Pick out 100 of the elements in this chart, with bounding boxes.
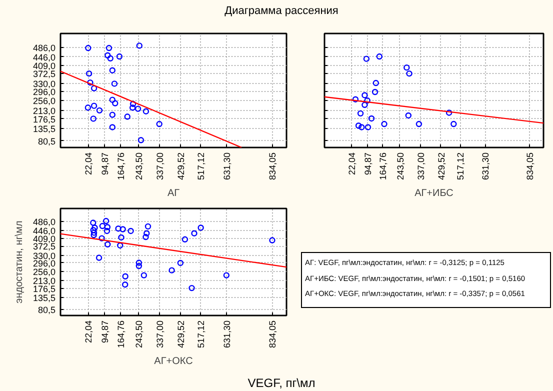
y-tick-label: 256,0 xyxy=(32,96,56,106)
point xyxy=(111,80,118,87)
point xyxy=(109,96,116,103)
point xyxy=(406,70,412,77)
point xyxy=(136,262,142,270)
point xyxy=(128,228,134,234)
y-tick-label: 80,5 xyxy=(38,304,56,315)
y-tick-label: 80,5 xyxy=(38,136,56,146)
point xyxy=(90,230,98,236)
y-tick-label: 296,0 xyxy=(32,86,56,97)
point xyxy=(104,241,111,248)
y-tick-label: 135,5 xyxy=(32,124,56,134)
x-axis-title: АГ+ОКС xyxy=(154,356,193,368)
point xyxy=(116,53,123,60)
point xyxy=(142,108,150,114)
point xyxy=(118,234,124,241)
point xyxy=(188,284,195,292)
point xyxy=(156,120,162,128)
point xyxy=(104,52,111,58)
point xyxy=(96,254,102,261)
x-tick-label: 631,30 xyxy=(222,152,232,180)
point xyxy=(381,120,388,128)
point xyxy=(142,234,149,240)
point xyxy=(362,102,368,108)
point xyxy=(144,223,152,230)
y-tick-label: 330,0 xyxy=(32,250,56,261)
x-tick-label: 429,52 xyxy=(176,320,186,348)
point xyxy=(358,124,365,130)
point xyxy=(98,235,105,242)
x-tick-label: 94,87 xyxy=(100,152,110,176)
point xyxy=(446,110,452,116)
point xyxy=(115,226,122,232)
y-tick-label: 256,0 xyxy=(32,266,56,277)
point xyxy=(109,124,116,130)
point xyxy=(355,122,362,129)
point xyxy=(92,224,98,231)
x-tick-label: 631,30 xyxy=(222,320,232,348)
x-tick-label: 429,52 xyxy=(436,152,446,180)
y-tick-label: 409,0 xyxy=(32,234,56,244)
point xyxy=(362,92,368,98)
point xyxy=(144,230,150,236)
point xyxy=(269,237,276,244)
point xyxy=(372,88,378,96)
x-tick-label: 94,87 xyxy=(100,320,110,344)
point xyxy=(363,56,370,62)
x-tick-label: 337,00 xyxy=(416,152,426,180)
y-tick-label: 213,0 xyxy=(32,276,56,286)
point xyxy=(372,80,379,86)
x-tick-label: 517,12 xyxy=(196,152,206,180)
y-tick-label: 213,0 xyxy=(32,106,56,116)
point xyxy=(90,227,96,234)
point xyxy=(138,137,144,144)
point xyxy=(376,53,383,60)
y-tick-label: 446,0 xyxy=(32,226,56,236)
point xyxy=(86,70,92,77)
y-tick-label: 409,0 xyxy=(32,60,56,71)
x-tick-label: 164,76 xyxy=(378,152,388,180)
point xyxy=(85,44,92,52)
x-tick-label: 164,76 xyxy=(116,320,126,348)
y-tick-label: 176,5 xyxy=(32,114,56,124)
x-tick-label: 834,05 xyxy=(525,152,536,180)
point xyxy=(104,224,111,230)
point xyxy=(122,281,128,288)
x-tick-label: 22,04 xyxy=(84,152,94,176)
point xyxy=(223,272,230,278)
point xyxy=(416,120,422,128)
point xyxy=(136,42,142,49)
x-tick-label: 517,12 xyxy=(456,152,466,180)
point xyxy=(84,104,92,111)
point xyxy=(198,224,204,231)
point xyxy=(364,124,372,130)
y-tick-label: 176,5 xyxy=(32,284,56,294)
point xyxy=(90,102,98,109)
x-tick-label: 337,00 xyxy=(155,320,166,348)
point xyxy=(99,222,106,230)
point xyxy=(357,110,364,117)
point xyxy=(129,104,136,111)
point xyxy=(120,226,126,232)
point xyxy=(140,272,148,278)
point xyxy=(90,220,96,226)
y-tick-label: 486,0 xyxy=(32,43,56,54)
x-tick-label: 94,87 xyxy=(362,152,373,176)
point xyxy=(130,100,136,108)
x-tick-label: 164,76 xyxy=(116,152,126,180)
point xyxy=(405,112,412,119)
x-tick-label: 243,50 xyxy=(395,152,406,180)
x-tick-label: 631,30 xyxy=(480,152,491,180)
y-tick-label: 372,5 xyxy=(32,242,56,252)
point xyxy=(109,112,116,118)
point xyxy=(87,79,94,86)
point xyxy=(191,230,198,236)
point xyxy=(124,114,130,120)
x-axis-title: АГ xyxy=(167,188,180,200)
x-axis-title: АГ+ИБС xyxy=(414,188,454,200)
y-tick-label: 330,0 xyxy=(32,78,56,89)
point xyxy=(450,120,457,128)
point xyxy=(102,218,110,224)
x-tick-label: 22,04 xyxy=(84,320,94,344)
x-tick-label: 243,50 xyxy=(134,320,144,348)
point xyxy=(106,44,112,52)
